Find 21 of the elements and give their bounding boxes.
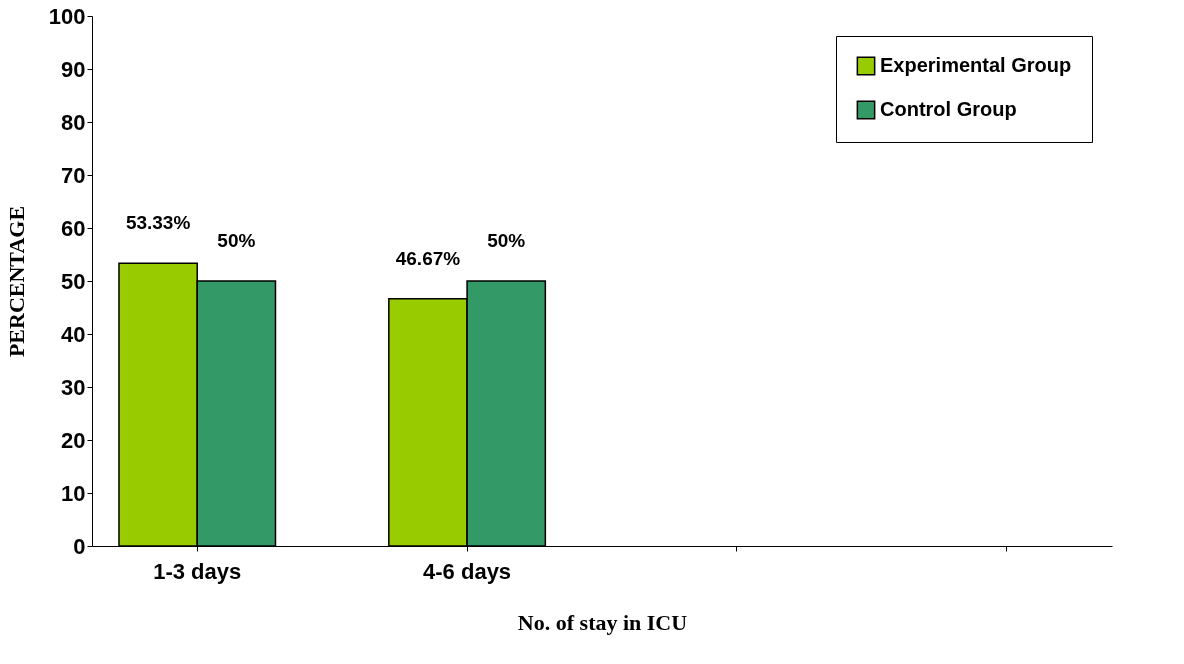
y-tick-label: 0 <box>73 533 86 559</box>
data-label: 50% <box>487 230 526 251</box>
y-tick-label: 100 <box>48 3 86 29</box>
data-label: 50% <box>217 230 256 251</box>
y-tick-label: 20 <box>61 427 86 453</box>
y-axis-title: PERCENTAGE <box>3 205 29 358</box>
y-tick-label: 30 <box>61 374 86 400</box>
y-tick-label: 10 <box>61 480 86 506</box>
x-tick-label: 1-3 days <box>153 558 242 584</box>
y-tick-label: 40 <box>61 321 86 347</box>
x-axis-title: No. of stay in ICU <box>517 609 688 635</box>
data-label: 53.33% <box>125 212 191 234</box>
data-label: 46.67% <box>395 247 461 269</box>
y-tick-label: 80 <box>61 109 86 135</box>
legend-label: Experimental Group <box>880 54 1072 76</box>
y-tick-label: 90 <box>61 56 86 82</box>
y-tick-label: 60 <box>61 215 86 241</box>
y-tick-label: 50 <box>61 268 86 294</box>
x-tick-label: 4-6 days <box>423 558 512 584</box>
legend-label: Control Group <box>880 98 1017 120</box>
y-tick-label: 70 <box>61 162 86 188</box>
